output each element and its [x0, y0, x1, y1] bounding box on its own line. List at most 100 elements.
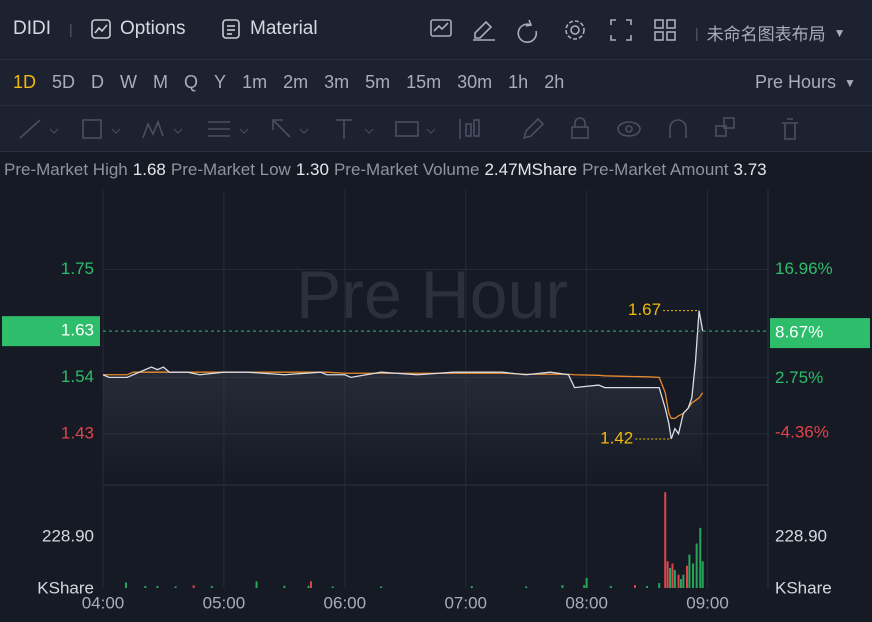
volume-bar: [309, 581, 312, 588]
layout-menu[interactable]: | 未命名图表布局 ▼: [695, 20, 846, 45]
options-button[interactable]: Options: [90, 18, 185, 40]
options-icon: [91, 19, 111, 39]
volume-bar: [585, 577, 588, 588]
material-text: Material: [250, 18, 318, 39]
volume-bar: [174, 586, 177, 588]
volume-bar: [583, 585, 586, 588]
stat-value: 3.73: [733, 160, 767, 179]
stat-value: 1.68: [132, 160, 166, 179]
y2-tick-label: 2.75%: [775, 368, 823, 387]
volume-tick-label: 228.90: [775, 527, 827, 546]
y2-tick-label: -4.36%: [775, 423, 829, 442]
volume-bar: [380, 586, 383, 588]
volume-bar: [673, 570, 676, 588]
volume-bar: [658, 583, 661, 588]
high-label: 1.67: [628, 300, 661, 319]
volume-bar: [609, 585, 612, 588]
last-price-label: 1.63: [61, 321, 94, 340]
toolbar-icons[interactable]: [428, 17, 688, 43]
top-toolbar: DIDI | Options Material | 未命名图表布局 ▼: [0, 0, 872, 60]
x-tick-label: 05:00: [203, 593, 246, 612]
interval-button[interactable]: D: [91, 72, 105, 92]
y-tick-label: 1.75: [61, 259, 94, 278]
interval-button[interactable]: 1m: [242, 72, 268, 92]
volume-bar: [677, 574, 680, 588]
interval-bar: 1D 5D D W M Q Y 1m 2m 3m 5m 15m 30m 1h 2h Pre Hours ▼: [0, 60, 872, 106]
volume-unit: KShare: [37, 578, 94, 597]
volume-bar: [525, 586, 528, 588]
options-text: Options: [120, 18, 186, 39]
interval-button[interactable]: 1h: [508, 72, 529, 92]
low-label: 1.42: [600, 428, 633, 447]
drawing-icons[interactable]: [0, 106, 872, 152]
material-button[interactable]: Material: [220, 18, 318, 40]
stat-value: 2.47MShare: [484, 160, 578, 179]
stats-row: Pre-Market High 1.68 Pre-Market Low 1.30 Pre…: [4, 160, 872, 180]
drawing-toolbar: [0, 106, 872, 152]
price-area: [103, 310, 703, 480]
volume-bar: [283, 585, 286, 588]
x-tick-label: 08:00: [565, 593, 608, 612]
volume-bar: [192, 585, 195, 588]
volume-bar: [682, 574, 685, 588]
volume-bar: [692, 563, 695, 588]
stat-label: Pre-Market Low: [170, 160, 291, 179]
volume-bar: [210, 585, 213, 588]
stat-label: Pre-Market Amount: [582, 160, 729, 179]
interval-button[interactable]: 1D: [13, 72, 37, 92]
volume-bar: [679, 579, 682, 588]
volume-bar: [331, 586, 334, 588]
x-tick-label: 04:00: [82, 593, 125, 612]
volume-bar: [695, 543, 698, 588]
interval-button[interactable]: 5D: [52, 72, 76, 92]
interval-button[interactable]: 5m: [365, 72, 391, 92]
volume-bar: [255, 581, 258, 588]
volume-bar: [156, 585, 159, 588]
volume-bar: [124, 582, 127, 588]
volume-bar: [470, 585, 473, 588]
volume-bar: [685, 565, 688, 588]
last-price-box: [2, 316, 100, 347]
volume-bar: [144, 585, 147, 588]
x-tick-label: 09:00: [686, 593, 729, 612]
session-text: Pre Hours: [755, 72, 837, 92]
interval-button[interactable]: 3m: [324, 72, 350, 92]
interval-button[interactable]: 2m: [283, 72, 309, 92]
volume-bar: [699, 527, 702, 588]
interval-button[interactable]: Q: [184, 72, 199, 92]
stat-value: 1.30: [295, 160, 329, 179]
interval-button[interactable]: W: [120, 72, 138, 92]
watermark: Pre Hour: [296, 257, 568, 333]
symbol-text: DIDI: [13, 18, 51, 39]
volume-bar: [664, 492, 667, 588]
stat-label: Pre-Market High: [4, 160, 128, 179]
volume-bar: [666, 561, 669, 588]
volume-bar: [701, 561, 704, 588]
layout-name: 未命名图表布局: [706, 25, 826, 44]
y-tick-label: 1.54: [61, 367, 94, 386]
average-line: [103, 371, 704, 420]
y-tick-label: 1.43: [61, 423, 94, 442]
interval-list: 1D 5D D W M Q Y 1m 2m 3m 5m 15m 30m 1h 2h: [13, 60, 872, 105]
interval-button[interactable]: 30m: [457, 72, 493, 92]
volume-unit: KShare: [775, 578, 832, 597]
last-change-label: 8.67%: [775, 323, 823, 342]
last-change-box: [770, 318, 870, 349]
symbol[interactable]: DIDI |: [13, 18, 73, 39]
material-icon: [222, 19, 240, 39]
interval-button[interactable]: 15m: [406, 72, 442, 92]
session-menu[interactable]: Pre Hours ▼: [755, 72, 856, 92]
interval-button[interactable]: Y: [214, 72, 227, 92]
volume-bar: [646, 585, 649, 588]
interval-button[interactable]: M: [153, 72, 169, 92]
volume-bar: [688, 554, 691, 588]
x-tick-label: 07:00: [444, 593, 487, 612]
stat-label: Pre-Market Volume: [333, 160, 480, 179]
volume-bar: [307, 585, 310, 588]
volume-bar: [669, 567, 672, 588]
volume-tick-label: 228.90: [42, 527, 94, 546]
interval-button[interactable]: 2h: [544, 72, 565, 92]
y2-tick-label: 16.96%: [775, 259, 833, 278]
